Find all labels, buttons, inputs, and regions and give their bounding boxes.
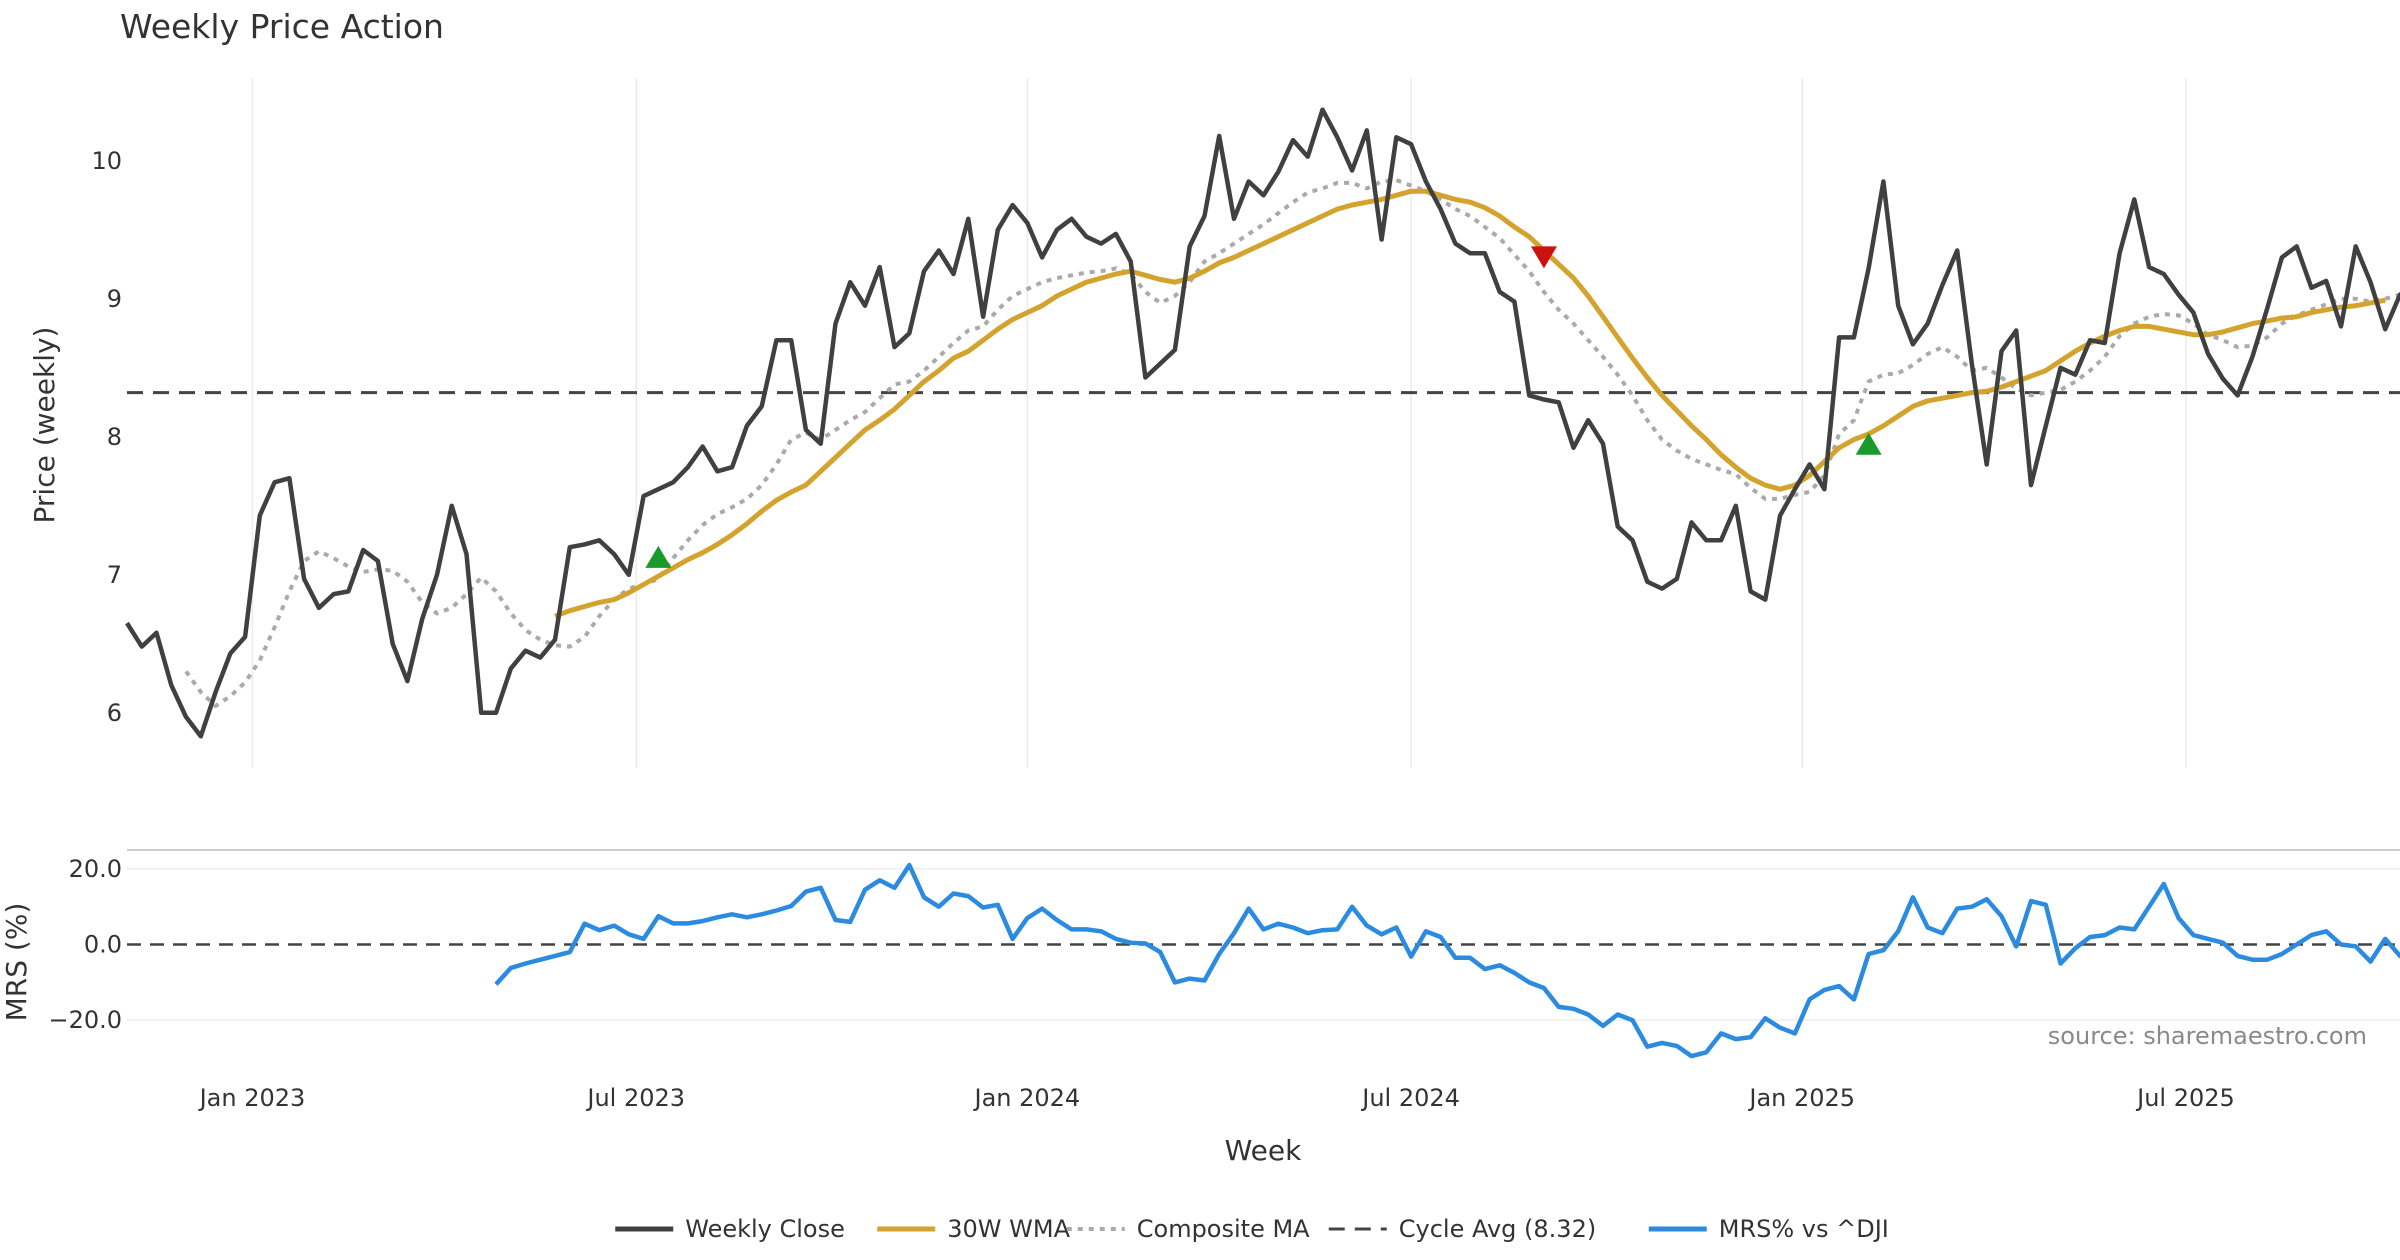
chart-title: Weekly Price Action	[120, 7, 444, 46]
x-axis-label: Week	[1225, 1134, 1302, 1167]
series-mrs	[494, 862, 2400, 1059]
source-note: source: sharemaestro.com	[2048, 1022, 2367, 1050]
legend-item-mrs-vs-dji: MRS% vs ^DJI	[1648, 1215, 1889, 1243]
price-y-tick-label: 7	[107, 561, 122, 589]
x-tick-label: Jul 2025	[2135, 1084, 2235, 1112]
mrs-y-tick-label: −20.0	[48, 1006, 122, 1034]
price-y-tick-label: 9	[107, 285, 122, 313]
series-weekly-close	[125, 107, 2400, 739]
series-composite-ma	[184, 178, 2400, 708]
price-series-layer	[125, 107, 2400, 739]
legend-label: MRS% vs ^DJI	[1719, 1215, 1889, 1243]
x-tick-label: Jan 2025	[1747, 1084, 1855, 1112]
mrs-grid	[127, 849, 2400, 1021]
x-tick-label: Jul 2024	[1360, 1084, 1460, 1112]
legend-label: Weekly Close	[685, 1215, 845, 1243]
legend-label: Composite MA	[1137, 1215, 1310, 1243]
mrs-y-ticks: 20.0 0.0 −20.0	[48, 855, 122, 1034]
legend-item-30w-wma: 30W WMA	[877, 1215, 1071, 1243]
sell-signal-marker	[1530, 246, 1557, 269]
price-y-tick-label: 10	[91, 147, 122, 175]
x-tick-label: Jan 2024	[972, 1084, 1080, 1112]
x-tick-label: Jan 2023	[198, 1084, 306, 1112]
price-y-tick-label: 6	[107, 699, 122, 727]
buy-signal-marker	[645, 545, 672, 568]
price-y-axis-label: Price (weekly)	[28, 327, 61, 524]
mrs-y-tick-label: 0.0	[84, 931, 122, 959]
mrs-y-tick-label: 20.0	[69, 855, 122, 883]
legend-label: Cycle Avg (8.32)	[1399, 1215, 1596, 1243]
price-grid	[251, 78, 2187, 768]
x-axis-ticks: Jan 2023 Jul 2023 Jan 2024 Jul 2024 Jan 2025…	[198, 1084, 2235, 1112]
series-30w-wma	[554, 188, 2386, 619]
signal-markers	[645, 246, 1882, 568]
mrs-series-layer	[494, 862, 2400, 1059]
legend-item-weekly-close: Weekly Close	[615, 1215, 845, 1243]
mrs-y-axis-label: MRS (%)	[0, 903, 33, 1022]
buy-signal-marker	[1855, 432, 1882, 455]
legend-item-composite-ma: Composite MA	[1066, 1215, 1310, 1243]
x-tick-label: Jul 2023	[585, 1084, 685, 1112]
price-y-ticks: 6 7 8 9 10	[91, 147, 122, 727]
legend: Weekly Close 30W WMA Composite MA Cycle Avg…	[615, 1215, 1889, 1243]
legend-label: 30W WMA	[947, 1215, 1070, 1243]
price-y-tick-label: 8	[107, 423, 122, 451]
legend-item-cycle-avg-8-32: Cycle Avg (8.32)	[1328, 1215, 1596, 1243]
